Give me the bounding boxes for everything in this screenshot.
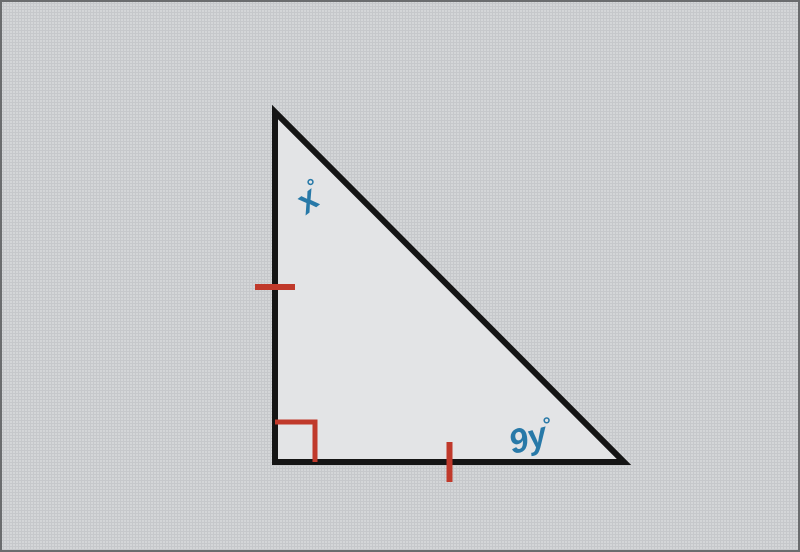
diagram-canvas: x°9y°	[0, 0, 800, 552]
triangle-svg	[0, 0, 800, 552]
